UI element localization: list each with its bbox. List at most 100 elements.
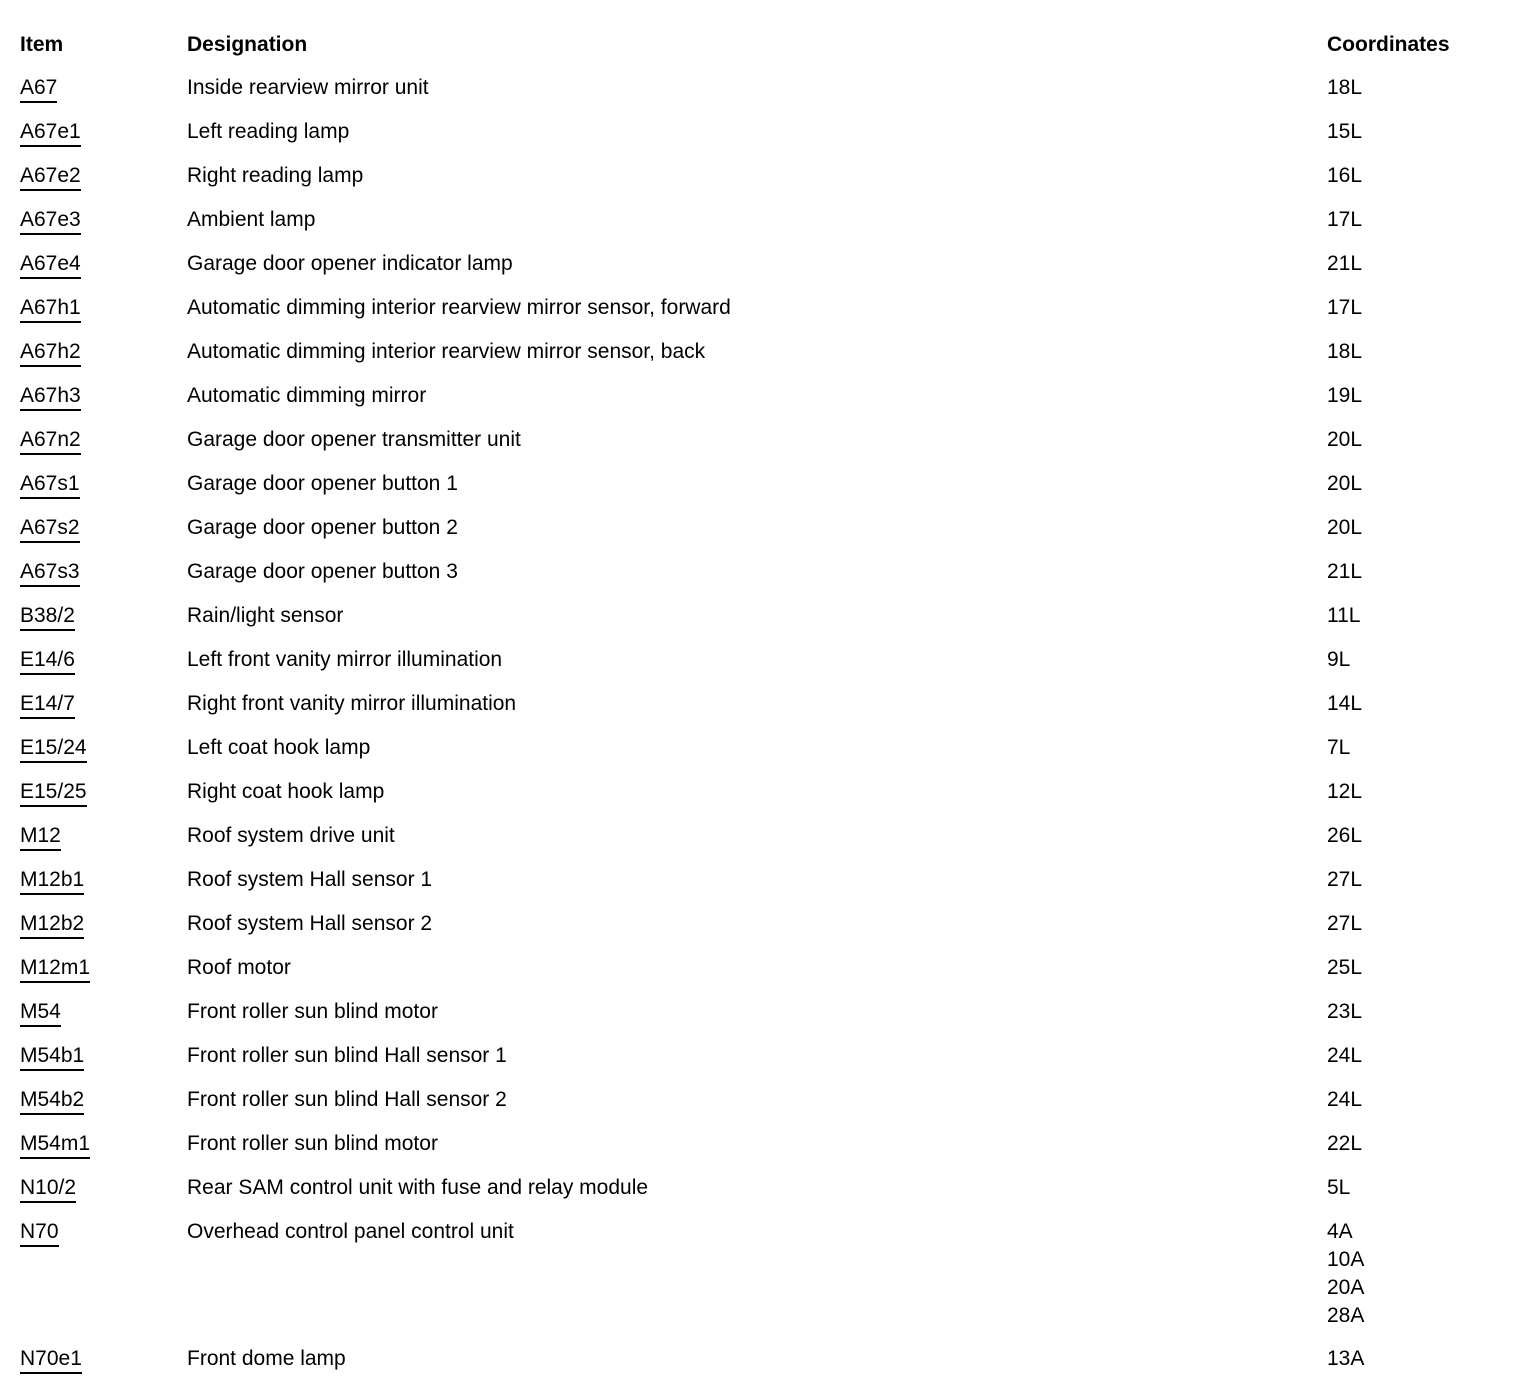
- coordinate-value: 21L: [1327, 252, 1363, 275]
- item-code-link[interactable]: E14/7: [20, 692, 75, 719]
- coordinate-value: 26L: [1327, 824, 1363, 847]
- designation-text: Rain/light sensor: [187, 604, 344, 627]
- item-code-link[interactable]: A67h1: [20, 296, 81, 323]
- table-row: A67 Inside rearview mirror unit 18L: [20, 74, 1520, 103]
- designation-text: Right reading lamp: [187, 164, 364, 187]
- item-cell: A67s2: [20, 514, 187, 543]
- table-row: M54b1 Front roller sun blind Hall sensor…: [20, 1042, 1520, 1071]
- table-row: M54m1 Front roller sun blind motor 22L: [20, 1130, 1520, 1159]
- item-code-link[interactable]: B38/2: [20, 604, 75, 631]
- item-code-link[interactable]: M12: [20, 824, 61, 851]
- table-body: A67 Inside rearview mirror unit 18L A67e…: [20, 74, 1520, 1374]
- coordinates-cell: 24L: [1327, 1086, 1507, 1114]
- item-cell: M54: [20, 998, 187, 1027]
- item-code-link[interactable]: A67h3: [20, 384, 81, 411]
- item-code-link[interactable]: M54b2: [20, 1088, 85, 1115]
- coordinate-value: 14L: [1327, 692, 1363, 715]
- item-cell: A67e4: [20, 250, 187, 279]
- table-row: E14/7 Right front vanity mirror illumina…: [20, 690, 1520, 719]
- coordinate-value: 25L: [1327, 956, 1363, 979]
- item-code-link[interactable]: N10/2: [20, 1176, 77, 1203]
- item-code-link[interactable]: M54: [20, 1000, 61, 1027]
- coordinates-cell: 13A: [1327, 1345, 1507, 1373]
- designation-text: Front roller sun blind motor: [187, 1132, 438, 1155]
- table-row: N70e1 Front dome lamp 13A: [20, 1345, 1520, 1374]
- item-code-link[interactable]: A67e4: [20, 252, 81, 279]
- designation-text: Roof system Hall sensor 1: [187, 868, 433, 891]
- designation-text: Garage door opener button 1: [187, 472, 458, 495]
- item-code-link[interactable]: A67e1: [20, 120, 81, 147]
- item-code-link[interactable]: A67s1: [20, 472, 80, 499]
- coordinates-cell: 18L: [1327, 74, 1507, 102]
- item-code-link[interactable]: A67s2: [20, 516, 80, 543]
- designation-text: Right coat hook lamp: [187, 780, 385, 803]
- coordinates-cell: 15L: [1327, 118, 1507, 146]
- designation-text: Roof system Hall sensor 2: [187, 912, 433, 935]
- table-row: E15/24 Left coat hook lamp 7L: [20, 734, 1520, 763]
- item-cell: A67n2: [20, 426, 187, 455]
- item-code-link[interactable]: N70: [20, 1220, 59, 1247]
- coordinates-cell: 23L: [1327, 998, 1507, 1026]
- item-code-link[interactable]: A67e3: [20, 208, 81, 235]
- coordinate-value: 20L: [1327, 516, 1363, 539]
- coordinates-cell: 21L: [1327, 250, 1507, 278]
- designation-text: Automatic dimming mirror: [187, 384, 427, 407]
- item-cell: M12m1: [20, 954, 187, 983]
- table-row: M54 Front roller sun blind motor 23L: [20, 998, 1520, 1027]
- item-cell: E14/7: [20, 690, 187, 719]
- coordinates-cell: 19L: [1327, 382, 1507, 410]
- coordinate-value: 28A: [1327, 1304, 1365, 1327]
- item-code-link[interactable]: M54m1: [20, 1132, 91, 1159]
- coordinates-cell: 9L: [1327, 646, 1507, 674]
- designation-text: Garage door opener transmitter unit: [187, 428, 521, 451]
- item-cell: A67s3: [20, 558, 187, 587]
- item-code-link[interactable]: N70e1: [20, 1347, 82, 1374]
- coordinates-cell: 18L: [1327, 338, 1507, 366]
- item-code-link[interactable]: A67e2: [20, 164, 81, 191]
- coordinate-value: 23L: [1327, 1000, 1363, 1023]
- designation-text: Rear SAM control unit with fuse and rela…: [187, 1176, 649, 1199]
- item-code-link[interactable]: M54b1: [20, 1044, 85, 1071]
- item-code-link[interactable]: M12m1: [20, 956, 91, 983]
- coordinate-value: 11L: [1327, 604, 1361, 627]
- designation-text: Garage door opener button 2: [187, 516, 458, 539]
- coordinate-value: 18L: [1327, 340, 1363, 363]
- item-code-link[interactable]: A67s3: [20, 560, 80, 587]
- table-row: A67h3 Automatic dimming mirror 19L: [20, 382, 1520, 411]
- coordinates-cell: 27L: [1327, 866, 1507, 894]
- item-cell: E15/24: [20, 734, 187, 763]
- table-row: A67e1 Left reading lamp 15L: [20, 118, 1520, 147]
- item-code-link[interactable]: A67n2: [20, 428, 81, 455]
- coordinates-cell: 27L: [1327, 910, 1507, 938]
- coordinates-cell: 20L: [1327, 426, 1507, 454]
- coordinate-value: 16L: [1327, 164, 1363, 187]
- designation-text: Ambient lamp: [187, 208, 316, 231]
- coordinate-value: 18L: [1327, 76, 1363, 99]
- designation-text: Automatic dimming interior rearview mirr…: [187, 296, 731, 319]
- item-cell: M12b1: [20, 866, 187, 895]
- designation-text: Garage door opener button 3: [187, 560, 458, 583]
- coordinate-value: 5L: [1327, 1176, 1351, 1199]
- item-code-link[interactable]: E15/25: [20, 780, 87, 807]
- designation-text: Left front vanity mirror illumination: [187, 648, 503, 671]
- item-code-link[interactable]: E14/6: [20, 648, 75, 675]
- item-code-link[interactable]: M12b2: [20, 912, 85, 939]
- item-cell: A67e3: [20, 206, 187, 235]
- item-code-link[interactable]: A67h2: [20, 340, 81, 367]
- coordinates-cell: 16L: [1327, 162, 1507, 190]
- table-row: E14/6 Left front vanity mirror illuminat…: [20, 646, 1520, 675]
- coordinate-value: 9L: [1327, 648, 1351, 671]
- item-code-link[interactable]: A67: [20, 76, 58, 103]
- designation-text: Front roller sun blind Hall sensor 1: [187, 1044, 507, 1067]
- item-cell: A67: [20, 74, 187, 103]
- item-cell: E15/25: [20, 778, 187, 807]
- item-code-link[interactable]: M12b1: [20, 868, 85, 895]
- coordinate-value: 27L: [1327, 868, 1363, 891]
- item-cell: A67h1: [20, 294, 187, 323]
- table-row: N70 Overhead control panel control unit …: [20, 1218, 1520, 1330]
- item-code-link[interactable]: E15/24: [20, 736, 87, 763]
- coordinate-value: 20L: [1327, 472, 1363, 495]
- coordinates-cell: 12L: [1327, 778, 1507, 806]
- coordinates-cell: 24L: [1327, 1042, 1507, 1070]
- item-cell: A67h2: [20, 338, 187, 367]
